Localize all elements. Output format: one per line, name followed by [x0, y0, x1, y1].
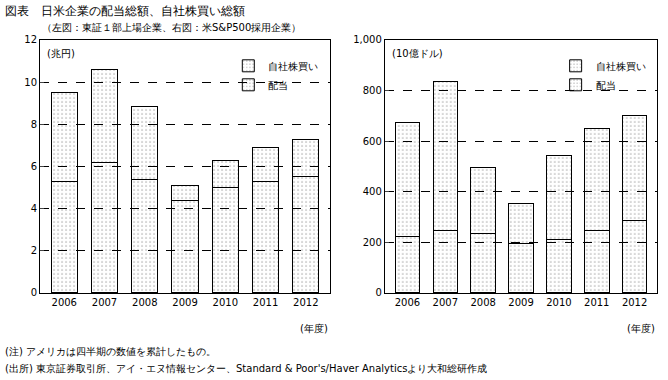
svg-text:1,000: 1,000: [353, 34, 382, 45]
svg-text:(10億ドル): (10億ドル): [392, 48, 443, 59]
svg-text:200: 200: [363, 237, 382, 248]
svg-text:2010: 2010: [213, 297, 238, 308]
svg-text:4: 4: [31, 203, 37, 214]
svg-text:(年度): (年度): [300, 323, 328, 334]
svg-text:12: 12: [24, 34, 37, 45]
svg-text:図表 日米企業の配当総額、自社株買い総額: 図表 日米企業の配当総額、自社株買い総額: [5, 4, 245, 18]
svg-text:6: 6: [31, 161, 37, 172]
svg-text:(注) アメリカは四半期の数値を累計したもの。: (注) アメリカは四半期の数値を累計したもの。: [5, 346, 216, 357]
svg-text:8: 8: [31, 119, 37, 130]
svg-text:2007: 2007: [92, 297, 117, 308]
svg-text:2006: 2006: [52, 297, 77, 308]
svg-text:2010: 2010: [546, 297, 571, 308]
svg-text:2011: 2011: [253, 297, 278, 308]
svg-text:0: 0: [31, 287, 37, 298]
svg-text:配当: 配当: [268, 80, 288, 91]
svg-text:配当: 配当: [596, 80, 616, 91]
svg-text:2006: 2006: [395, 297, 420, 308]
svg-text:2012: 2012: [622, 297, 647, 308]
svg-text:自社株買い: 自社株買い: [268, 61, 318, 72]
svg-text:自社株買い: 自社株買い: [596, 61, 646, 72]
svg-text:2007: 2007: [433, 297, 458, 308]
svg-text:（左図：東証１部上場企業、右図：米S&P500採用企業）: （左図：東証１部上場企業、右図：米S&P500採用企業）: [42, 22, 301, 33]
svg-text:2: 2: [31, 245, 37, 256]
svg-text:2008: 2008: [470, 297, 495, 308]
svg-text:(年度): (年度): [627, 323, 655, 334]
svg-text:0: 0: [375, 287, 381, 298]
svg-text:2011: 2011: [584, 297, 609, 308]
svg-text:2009: 2009: [172, 297, 197, 308]
svg-text:2012: 2012: [293, 297, 318, 308]
svg-text:(兆円): (兆円): [47, 48, 75, 59]
svg-text:400: 400: [363, 186, 382, 197]
svg-text:2009: 2009: [508, 297, 533, 308]
svg-text:800: 800: [363, 85, 382, 96]
svg-text:10: 10: [24, 77, 37, 88]
svg-text:2008: 2008: [132, 297, 157, 308]
svg-text:600: 600: [363, 136, 382, 147]
svg-text:(出所) 東京証券取引所、アイ・エヌ情報センター、Stand: (出所) 東京証券取引所、アイ・エヌ情報センター、Standard & Poor…: [5, 363, 487, 374]
